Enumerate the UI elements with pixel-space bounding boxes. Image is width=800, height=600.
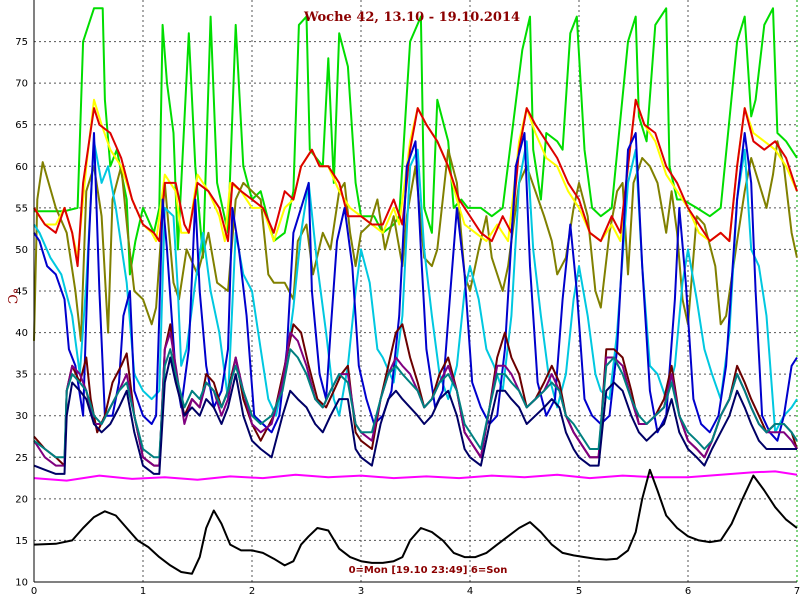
- series-line-4: [33, 98, 798, 268]
- x-tick-label: 7: [794, 586, 800, 597]
- x-tick-label: 3: [358, 586, 364, 597]
- y-tick-label: 70: [15, 79, 28, 90]
- y-tick-label: 65: [15, 120, 28, 131]
- series-line-10: [33, 356, 797, 475]
- y-axis-label: °C: [4, 288, 19, 305]
- y-tick-label: 25: [15, 453, 28, 464]
- y-tick-label: 15: [15, 536, 28, 547]
- chart-footer: 0=Mon [19.10 23:49] 6=Son: [349, 565, 508, 576]
- x-tick-label: 1: [140, 586, 146, 597]
- y-tick-label: 55: [15, 203, 28, 214]
- y-tick-label: 35: [15, 370, 28, 381]
- y-tick-label: 30: [15, 411, 28, 422]
- x-tick-label: 4: [467, 586, 473, 597]
- y-tick-label: 75: [15, 37, 28, 48]
- x-tick-label: 6: [685, 586, 691, 597]
- y-tick-label: 40: [15, 328, 28, 339]
- x-tick-label: 2: [249, 586, 255, 597]
- series-line-12: [33, 468, 798, 575]
- series-line-3: [33, 98, 798, 259]
- y-tick-label: 60: [15, 162, 28, 173]
- y-tick-label: 50: [15, 245, 28, 256]
- series-line-11: [33, 470, 798, 482]
- y-tick-label: 10: [15, 578, 28, 589]
- x-tick-label: 0: [31, 586, 37, 597]
- y-tick-label: 20: [15, 494, 28, 505]
- x-tick-label: 5: [576, 586, 582, 597]
- chart-title: Woche 42, 13.10 - 19.10.2014: [303, 10, 520, 25]
- y-tick-label: 45: [15, 287, 28, 298]
- series-group: [33, 7, 798, 575]
